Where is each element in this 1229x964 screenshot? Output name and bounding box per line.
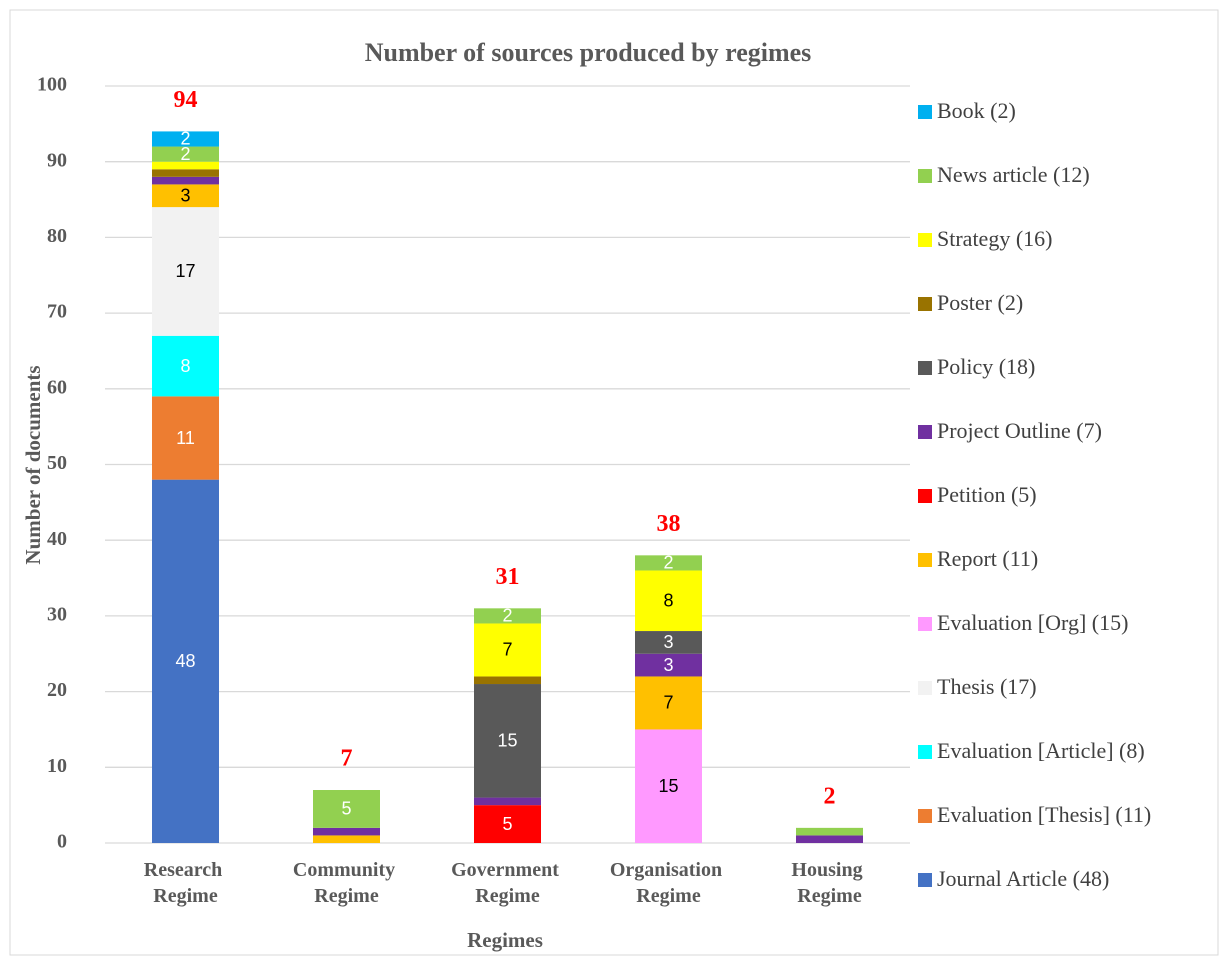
bar-segment xyxy=(474,805,541,843)
data-label: 3 xyxy=(180,186,190,206)
bar-segment xyxy=(152,396,219,480)
bar-segment xyxy=(152,131,219,147)
data-label: 48 xyxy=(175,651,195,671)
legend-label: Thesis (17) xyxy=(937,674,1037,699)
x-tick-label: Government Regime xyxy=(451,859,564,907)
data-label: 7 xyxy=(502,640,512,660)
bar-segment xyxy=(152,146,219,162)
bar-segment xyxy=(152,176,219,185)
y-tick-label: 30 xyxy=(47,603,67,625)
legend-label: Book (2) xyxy=(937,98,1016,123)
legend-label: Evaluation [Thesis] (11) xyxy=(937,802,1151,827)
data-label: 7 xyxy=(663,693,673,713)
data-label: 17 xyxy=(175,261,195,281)
x-tick-label: Community Regime xyxy=(293,859,400,907)
bar-segment xyxy=(152,161,219,170)
y-tick-label: 50 xyxy=(47,452,67,474)
y-tick-label: 70 xyxy=(47,301,67,323)
total-label: 31 xyxy=(496,564,520,590)
bar-segment xyxy=(152,184,219,208)
bar-segment xyxy=(635,729,702,843)
data-label: 8 xyxy=(180,356,190,376)
legend-label: Evaluation [Org] (15) xyxy=(937,610,1128,635)
bar-segment xyxy=(152,169,219,177)
y-axis-title: Number of documents xyxy=(21,365,45,564)
bar-segment xyxy=(635,676,702,730)
legend-swatch xyxy=(918,169,932,183)
legend-swatch xyxy=(918,809,932,823)
legend-swatch xyxy=(918,297,932,311)
total-label: 38 xyxy=(657,511,681,537)
data-label: 3 xyxy=(663,655,673,675)
y-tick-label: 20 xyxy=(47,679,67,701)
y-tick-label: 80 xyxy=(47,225,67,247)
bar-segment xyxy=(635,653,702,677)
y-tick-label: 60 xyxy=(47,376,67,398)
legend-swatch xyxy=(918,233,932,247)
legend-label: Strategy (16) xyxy=(937,226,1052,251)
legend-swatch xyxy=(918,105,932,119)
y-tick-label: 100 xyxy=(37,74,67,96)
legend-label: Report (11) xyxy=(937,546,1038,571)
y-tick-label: 10 xyxy=(47,755,67,777)
legend-label: Project Outline (7) xyxy=(937,418,1102,443)
legend-label: Policy (18) xyxy=(937,354,1035,379)
bar-segment xyxy=(474,608,541,624)
bar-segment xyxy=(152,207,219,336)
x-tick-label: Research Regime xyxy=(144,859,228,907)
y-tick-label: 40 xyxy=(47,528,67,550)
bar-segment xyxy=(635,555,702,571)
legend-swatch xyxy=(918,553,932,567)
bar-segment xyxy=(474,684,541,798)
bar-segment xyxy=(796,835,863,843)
legend-label: Evaluation [Article] (8) xyxy=(937,738,1145,763)
legend-label: Petition (5) xyxy=(937,482,1037,507)
data-label: 2 xyxy=(180,129,190,149)
x-axis-title: Regimes xyxy=(467,928,543,952)
legend-swatch xyxy=(918,681,932,695)
bar-segment xyxy=(474,676,541,685)
legend-swatch xyxy=(918,873,932,887)
legend-swatch xyxy=(918,617,932,631)
bar-segment xyxy=(152,335,219,397)
data-label: 2 xyxy=(663,553,673,573)
bar-segment xyxy=(635,631,702,654)
data-label: 2 xyxy=(502,606,512,626)
bar-segment xyxy=(474,623,541,677)
legend-swatch xyxy=(918,425,932,439)
bar-segment xyxy=(313,835,380,843)
total-label: 2 xyxy=(824,783,836,809)
data-label: 3 xyxy=(663,632,673,652)
data-label: 8 xyxy=(663,591,673,611)
total-label: 94 xyxy=(174,87,198,113)
legend-label: Poster (2) xyxy=(937,290,1023,315)
legend-label: News article (12) xyxy=(937,162,1090,187)
data-label: 15 xyxy=(658,776,678,796)
chart-title: Number of sources produced by regimes xyxy=(365,38,812,67)
data-label: 11 xyxy=(176,428,195,448)
y-tick-label: 0 xyxy=(57,831,67,853)
y-tick-label: 90 xyxy=(47,149,67,171)
bar-segment xyxy=(152,479,219,843)
data-label: 2 xyxy=(180,144,190,164)
legend-swatch xyxy=(918,745,932,759)
bar-segment xyxy=(313,790,380,828)
bar-segment xyxy=(313,827,380,836)
data-label: 15 xyxy=(497,731,517,751)
bar-segment xyxy=(474,797,541,806)
data-label: 5 xyxy=(341,799,351,819)
legend-label: Journal Article (48) xyxy=(937,866,1109,891)
bar-segment xyxy=(796,827,863,836)
total-label: 7 xyxy=(341,746,353,772)
x-tick-label: Organisation Regime xyxy=(610,859,727,907)
x-tick-label: Housing Regime xyxy=(791,859,867,907)
legend-swatch xyxy=(918,361,932,375)
bar-segment xyxy=(635,570,702,632)
legend-swatch xyxy=(918,489,932,503)
data-label: 5 xyxy=(502,814,512,834)
